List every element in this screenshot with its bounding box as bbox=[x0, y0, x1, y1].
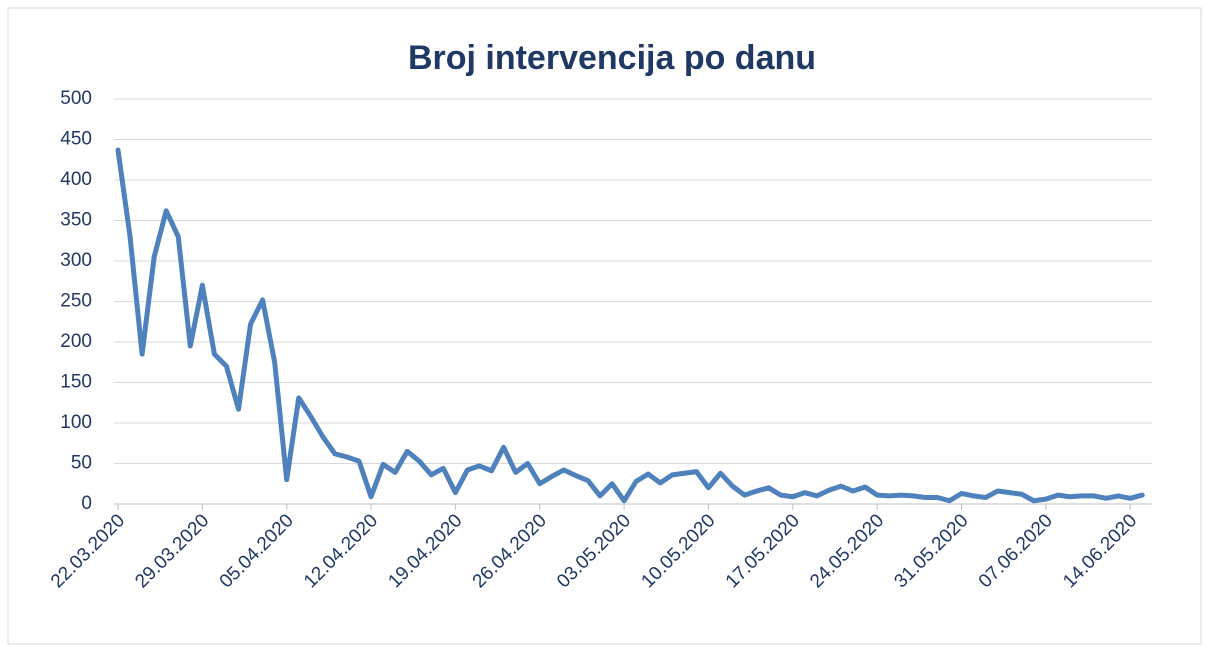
chart-title: Broj intervencija po danu bbox=[408, 39, 816, 77]
y-tick-label: 100 bbox=[60, 412, 92, 433]
y-tick-label: 50 bbox=[71, 453, 92, 474]
y-tick-label: 400 bbox=[60, 169, 92, 190]
y-tick-label: 0 bbox=[81, 493, 92, 514]
y-tick-label: 350 bbox=[60, 210, 92, 231]
y-tick-label: 200 bbox=[60, 331, 92, 352]
y-tick-label: 450 bbox=[60, 129, 92, 150]
y-tick-label: 250 bbox=[60, 291, 92, 312]
y-tick-label: 300 bbox=[60, 250, 92, 271]
y-tick-label: 500 bbox=[60, 88, 92, 109]
chart-frame bbox=[7, 7, 1202, 645]
data-line bbox=[115, 147, 1145, 504]
y-tick-label: 150 bbox=[60, 372, 92, 393]
